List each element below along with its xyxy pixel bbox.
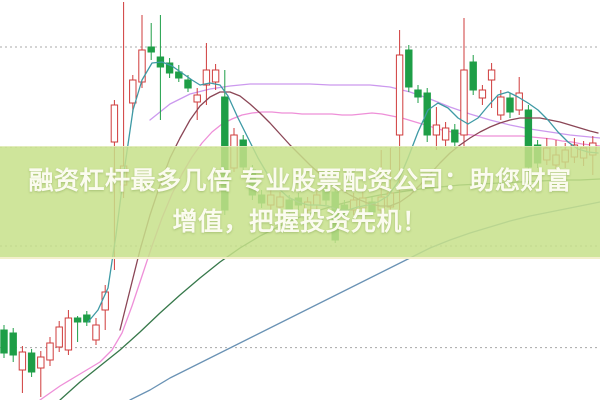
banner-text-line2: 增值，把握投资先机！ (172, 208, 428, 236)
promo-banner[interactable]: 融资杠杆最多几倍 专业股票配资公司：助您财富 增值，把握投资先机！ (0, 146, 600, 259)
banner-text-line1: 融资杠杆最多几倍 专业股票配资公司：助您财富 (28, 167, 572, 195)
